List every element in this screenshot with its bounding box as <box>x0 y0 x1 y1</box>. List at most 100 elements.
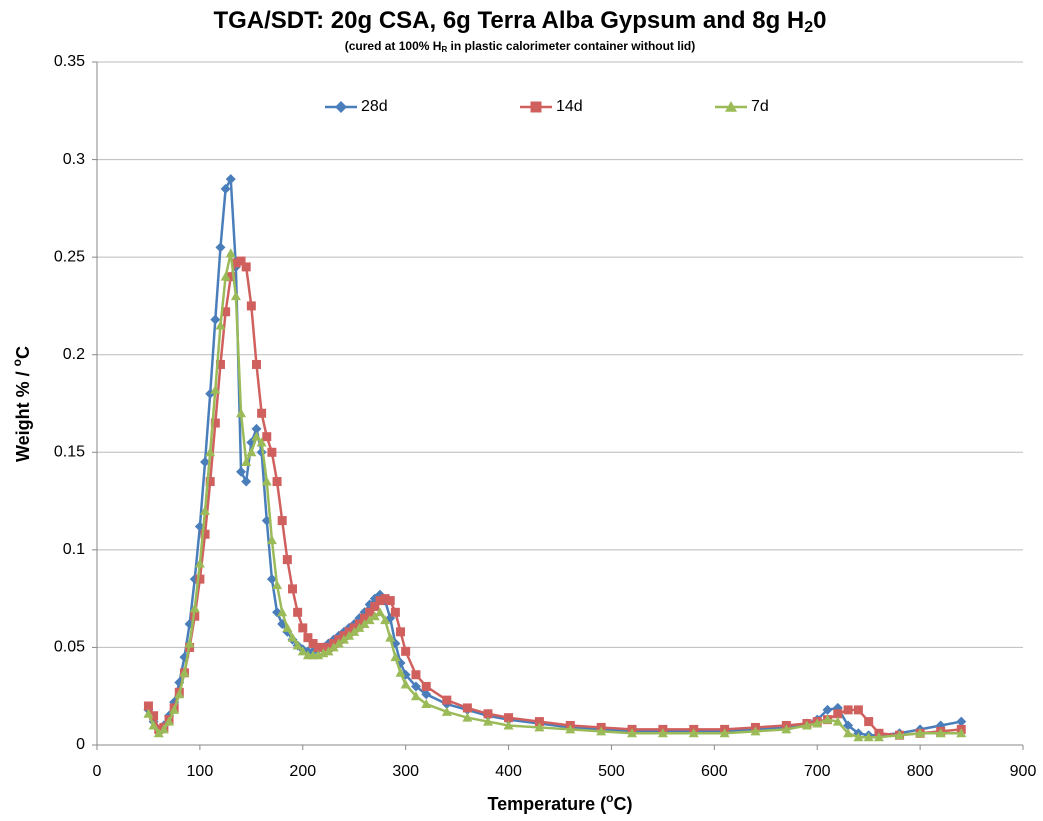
marker <box>462 712 473 722</box>
y-tick-label: 0.1 <box>63 541 85 558</box>
marker <box>534 717 544 727</box>
x-tick-label: 300 <box>392 763 419 780</box>
marker <box>657 728 668 738</box>
marker <box>328 642 339 652</box>
xlabel-text: Temperature ( <box>487 794 606 814</box>
marker <box>236 408 247 418</box>
marker <box>184 638 195 648</box>
marker <box>390 652 401 662</box>
subtitle-text: (cured at 100% H <box>345 39 442 53</box>
marker <box>148 720 159 730</box>
series-line <box>147 252 962 739</box>
marker <box>143 708 154 718</box>
marker <box>442 695 452 705</box>
marker <box>832 716 843 726</box>
y-tick-label: 0.2 <box>63 346 85 363</box>
x-tick-label: 800 <box>907 763 934 780</box>
marker <box>220 271 231 281</box>
marker <box>410 691 421 701</box>
marker <box>396 627 406 637</box>
marker <box>421 689 432 700</box>
marker <box>210 384 221 394</box>
marker <box>241 262 251 272</box>
chart-title: TGA/SDT: 20g CSA, 6g Terra Alba Gypsum a… <box>213 7 826 36</box>
x-axis-label: Temperature (oC) <box>487 791 632 814</box>
marker <box>956 716 967 727</box>
marker <box>719 728 730 738</box>
marker <box>750 726 761 736</box>
marker <box>246 447 257 457</box>
marker <box>210 418 220 428</box>
marker <box>195 574 205 584</box>
marker <box>410 681 421 692</box>
marker <box>359 619 370 629</box>
marker <box>231 258 241 268</box>
marker <box>292 640 303 650</box>
marker <box>504 713 514 723</box>
marker <box>349 626 360 636</box>
marker <box>369 611 380 621</box>
marker <box>385 632 396 642</box>
marker <box>812 718 823 728</box>
marker <box>266 574 277 585</box>
marker <box>596 726 607 736</box>
marker <box>503 720 514 730</box>
marker <box>297 646 308 656</box>
x-tick-label: 700 <box>804 763 831 780</box>
marker <box>149 711 159 721</box>
marker <box>272 477 282 487</box>
marker <box>282 622 293 632</box>
marker <box>215 320 226 330</box>
marker <box>390 607 400 617</box>
marker <box>205 447 216 457</box>
marker <box>370 601 380 611</box>
marker <box>277 607 288 617</box>
marker <box>143 701 153 711</box>
marker <box>226 272 236 282</box>
marker <box>421 681 431 691</box>
marker <box>298 623 308 633</box>
series-line <box>147 174 962 737</box>
marker <box>215 242 226 253</box>
legend-marker <box>530 101 542 113</box>
subtitle-text: in plastic calorimeter container without… <box>447 39 695 53</box>
marker <box>565 724 576 734</box>
marker <box>256 437 267 447</box>
marker <box>179 667 190 677</box>
marker <box>230 291 241 301</box>
y-tick-label: 0.35 <box>54 53 85 70</box>
marker <box>380 615 391 625</box>
marker <box>220 183 231 194</box>
marker <box>482 716 493 726</box>
marker <box>262 432 272 442</box>
y-tick-label: 0.05 <box>54 639 85 656</box>
marker <box>462 703 472 713</box>
marker <box>246 301 256 311</box>
marker <box>236 256 246 266</box>
marker <box>287 632 298 642</box>
marker <box>272 579 283 589</box>
marker <box>843 728 854 738</box>
xlabel-text: C) <box>614 794 633 814</box>
subtitle-sub: R <box>441 45 447 54</box>
x-tick-label: 900 <box>1010 763 1037 780</box>
y-tick-label: 0.25 <box>54 248 85 265</box>
marker <box>374 607 385 617</box>
marker <box>225 248 236 258</box>
marker <box>843 705 853 715</box>
chart-subtitle: (cured at 100% HR in plastic calorimeter… <box>345 39 696 54</box>
marker <box>333 638 344 648</box>
marker <box>164 716 175 726</box>
marker <box>360 613 370 623</box>
title-text: TGA/SDT: 20g CSA, 6g Terra Alba Gypsum a… <box>213 7 804 34</box>
marker <box>853 705 863 715</box>
legend-label: 28d <box>361 98 388 115</box>
marker <box>189 603 200 613</box>
marker <box>215 359 225 369</box>
marker <box>843 720 854 731</box>
marker <box>956 728 967 738</box>
marker <box>251 359 261 369</box>
marker <box>200 505 211 515</box>
title-sub: 2 <box>804 19 813 36</box>
